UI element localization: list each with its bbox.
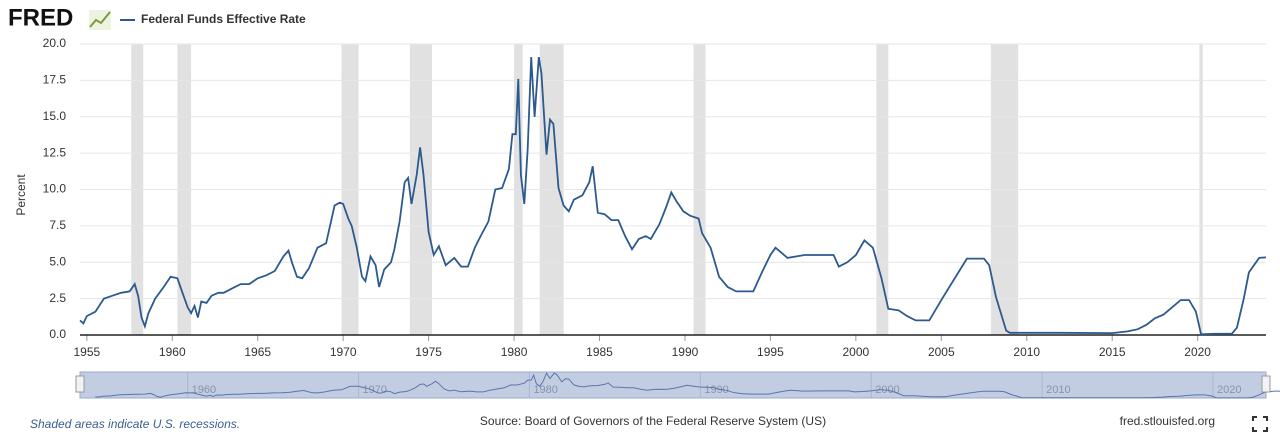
y-tick-label: 7.5 xyxy=(49,218,66,232)
x-tick-label: 1985 xyxy=(586,345,613,359)
x-tick-label: 2015 xyxy=(1099,345,1126,359)
brand-logo: FRED xyxy=(8,4,73,31)
x-tick-label: 1995 xyxy=(757,345,784,359)
navigator-tick-label: 2010 xyxy=(1046,384,1070,396)
y-axis-label: Percent xyxy=(14,174,28,216)
x-tick-label: 1975 xyxy=(415,345,442,359)
navigator-handle[interactable] xyxy=(75,375,85,393)
source: Source: Board of Governors of the Federa… xyxy=(480,414,826,428)
navigator-line xyxy=(95,372,1280,399)
y-tick-label: 0.0 xyxy=(49,327,66,341)
site-link[interactable]: fred.stlouisfed.org xyxy=(1120,414,1215,428)
legend-label: Federal Funds Effective Rate xyxy=(141,12,306,26)
navigator-tick-label: 2020 xyxy=(1217,384,1241,396)
x-tick-label: 2010 xyxy=(1013,345,1040,359)
x-tick-label: 1960 xyxy=(159,345,186,359)
y-tick-label: 12.5 xyxy=(43,145,67,159)
navigator-track xyxy=(79,371,1267,399)
x-tick-label: 1955 xyxy=(73,345,100,359)
y-tick-label: 17.5 xyxy=(43,73,67,87)
fullscreen-icon[interactable] xyxy=(1252,416,1268,432)
navigator-tick-label: 1990 xyxy=(704,384,728,396)
logo-icon xyxy=(89,10,111,30)
navigator-handle[interactable] xyxy=(1261,375,1271,393)
y-tick-label: 20.0 xyxy=(43,36,67,50)
x-tick-label: 2020 xyxy=(1184,345,1211,359)
x-tick-label: 1970 xyxy=(330,345,357,359)
navigator-tick-label: 1970 xyxy=(363,384,387,396)
y-tick-label: 10.0 xyxy=(43,182,67,196)
navigator-tick-label: 1980 xyxy=(533,384,557,396)
x-tick-label: 1980 xyxy=(501,345,528,359)
recession-note: Shaded areas indicate U.S. recessions. xyxy=(30,417,240,431)
y-tick-label: 15.0 xyxy=(43,109,67,123)
x-tick-label: 1965 xyxy=(244,345,271,359)
x-tick-label: 2005 xyxy=(928,345,955,359)
x-tick-label: 1990 xyxy=(672,345,699,359)
navigator-tick-label: 1960 xyxy=(192,384,216,396)
y-tick-label: 2.5 xyxy=(49,291,66,305)
x-tick-label: 2000 xyxy=(843,345,870,359)
y-tick-label: 5.0 xyxy=(49,254,66,268)
data-line xyxy=(79,56,1267,336)
